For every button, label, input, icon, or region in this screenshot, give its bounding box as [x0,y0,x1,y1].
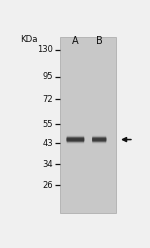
FancyBboxPatch shape [67,140,84,144]
Text: 72: 72 [42,95,53,104]
FancyBboxPatch shape [67,136,84,140]
FancyBboxPatch shape [67,135,84,139]
FancyBboxPatch shape [92,140,106,144]
FancyBboxPatch shape [67,139,84,142]
FancyBboxPatch shape [92,139,106,143]
FancyBboxPatch shape [92,138,106,141]
Text: 95: 95 [43,72,53,81]
Text: 55: 55 [43,120,53,129]
Text: 26: 26 [42,181,53,190]
Text: A: A [72,36,79,46]
FancyBboxPatch shape [67,137,84,141]
FancyBboxPatch shape [92,137,106,141]
FancyBboxPatch shape [92,135,106,139]
Text: 43: 43 [42,139,53,148]
Text: B: B [96,36,103,46]
FancyBboxPatch shape [67,138,84,141]
FancyBboxPatch shape [92,139,106,142]
Text: 130: 130 [37,45,53,54]
Text: KDa: KDa [20,34,37,44]
FancyBboxPatch shape [67,139,84,143]
Text: 34: 34 [42,160,53,169]
FancyBboxPatch shape [92,136,106,140]
Bar [60,37,116,213]
